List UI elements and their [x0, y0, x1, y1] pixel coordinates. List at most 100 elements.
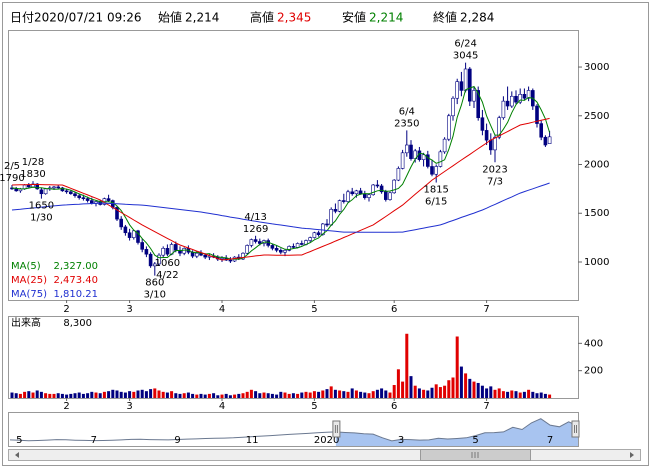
x-tick-label: 3	[126, 304, 132, 315]
volume-bar	[90, 391, 94, 398]
candle-body	[157, 254, 161, 265]
candle-body	[535, 105, 539, 124]
candle-body	[463, 68, 468, 91]
volume-bar	[77, 392, 81, 398]
volume-bar	[39, 391, 43, 398]
navigator-line	[9, 418, 579, 442]
volume-bar	[94, 392, 98, 398]
volume-bar	[203, 394, 207, 398]
navigator-handle[interactable]	[332, 420, 341, 438]
y-tick-label: 3000	[584, 62, 609, 73]
volume-bar	[60, 393, 64, 398]
candle-body	[493, 136, 497, 151]
navigator-label: 5	[472, 435, 478, 446]
candle-body	[283, 249, 287, 253]
volume-title: 出来高	[11, 316, 41, 329]
volume-bar	[401, 381, 405, 398]
volume-bar	[165, 392, 169, 398]
volume-bar	[476, 382, 480, 398]
volume-bar	[350, 388, 354, 398]
volume-bar	[237, 393, 241, 398]
annotation-date: 6/15	[425, 197, 447, 208]
candle-body	[14, 188, 18, 192]
candle-body	[56, 186, 61, 189]
volume-bar	[119, 391, 123, 398]
volume-panel	[8, 316, 579, 399]
volume-bar	[392, 385, 396, 398]
volume-bar	[464, 373, 468, 398]
candle-body	[228, 259, 233, 262]
x-tick-label: 6	[391, 401, 397, 412]
legend-value: 2,327.00	[53, 261, 98, 272]
volume-bar	[195, 394, 199, 398]
candle-body	[161, 248, 165, 256]
volume-bar	[52, 393, 56, 398]
candle-body	[287, 246, 292, 251]
annotation-value: 1060	[155, 258, 180, 269]
header-field-label: 高値	[250, 10, 274, 25]
candle-body	[64, 190, 69, 193]
volume-bar	[220, 394, 224, 398]
volume-bar	[107, 391, 111, 398]
volume-bar	[359, 391, 363, 398]
candle-body	[409, 144, 413, 159]
candle-body	[299, 243, 304, 245]
y-tick-label: 1500	[584, 208, 609, 219]
candle-body	[375, 184, 380, 187]
volume-bar	[191, 393, 195, 398]
volume-bar	[422, 389, 426, 398]
candle-body	[425, 154, 430, 167]
annotation-date: 4/22	[156, 270, 178, 281]
volume-bar	[157, 390, 161, 398]
volume-bar	[178, 393, 182, 398]
scrollbar-track[interactable]	[8, 449, 641, 461]
legend-value: 2,473.40	[53, 275, 98, 286]
volume-bar	[182, 393, 186, 398]
navigator-handle[interactable]	[571, 420, 580, 438]
candle-body	[174, 244, 178, 251]
volume-bar	[254, 391, 258, 398]
volume-bar	[241, 393, 245, 398]
volume-bar	[279, 391, 283, 398]
volume-bar	[434, 384, 438, 398]
navigator-label: 7	[547, 435, 553, 446]
volume-bar	[81, 393, 85, 398]
volume-bar	[266, 393, 270, 398]
volume-bar	[375, 389, 379, 398]
legend-name: MA(25)	[11, 275, 47, 286]
volume-bar	[380, 388, 384, 398]
annotation-value: 1650	[29, 201, 54, 212]
volume-bar	[144, 391, 148, 398]
volume-bar	[489, 386, 493, 398]
candle-body	[81, 197, 86, 199]
candle-body	[501, 100, 506, 119]
volume-bar	[207, 393, 211, 398]
candle-body	[39, 189, 44, 195]
y-tick-label: 400	[584, 338, 603, 349]
volume-bar	[270, 393, 274, 398]
navigator-label: 3	[398, 435, 404, 446]
volume-bar	[283, 392, 287, 398]
legend-name: MA(5)	[11, 261, 41, 272]
volume-bar	[262, 392, 266, 398]
candle-body	[220, 257, 224, 260]
volume-bar	[245, 391, 249, 398]
volume-bar	[451, 377, 455, 398]
candle-body	[430, 166, 434, 175]
volume-bar	[522, 391, 526, 398]
volume-bar	[174, 393, 178, 398]
candle-body	[253, 239, 258, 242]
candle-body	[362, 193, 367, 198]
candle-body	[278, 249, 283, 253]
volume-bar	[18, 393, 22, 398]
volume-bar	[539, 392, 543, 398]
volume-bar	[291, 393, 295, 398]
candle-body	[497, 117, 502, 138]
volume-bar	[98, 393, 102, 398]
volume-bar	[409, 376, 413, 398]
volume-bar	[73, 393, 77, 398]
volume-bar	[459, 366, 463, 398]
candle-body	[148, 253, 153, 267]
